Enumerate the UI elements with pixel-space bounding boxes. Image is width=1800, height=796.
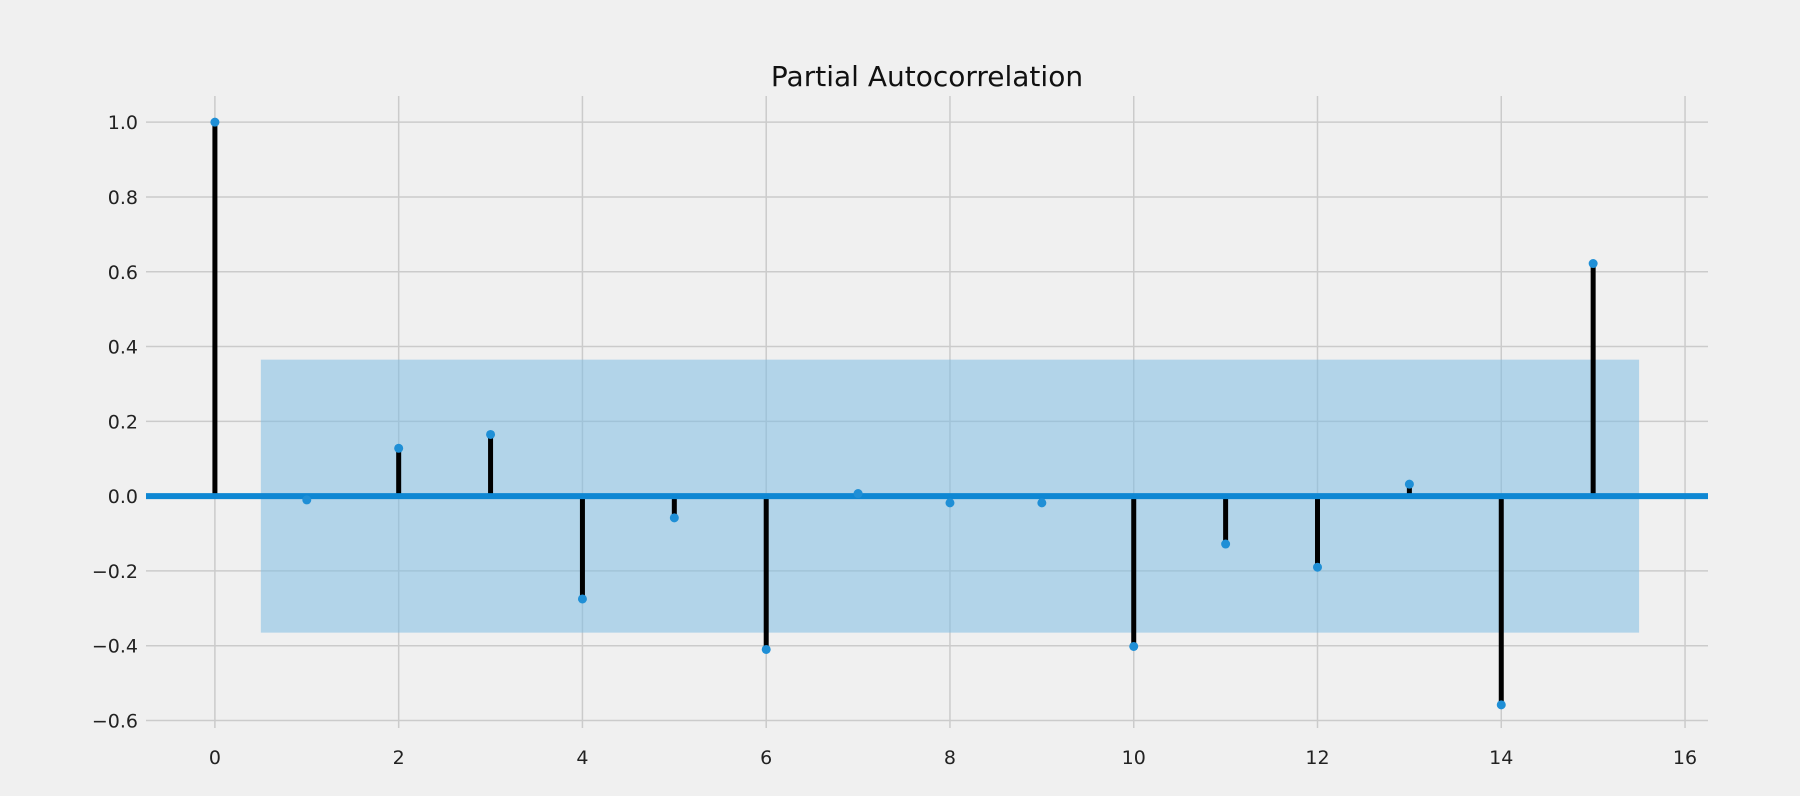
marker-layer (210, 117, 1598, 710)
x-tick-label-2: 4 (576, 747, 588, 769)
x-tick-label-6: 12 (1305, 747, 1329, 769)
x-tick-label-5: 10 (1122, 747, 1146, 769)
marker-lag-1 (302, 495, 312, 505)
y-tick-label-4: 0.2 (108, 411, 138, 433)
y-tick-label-7: 0.8 (108, 187, 138, 209)
x-tick-label-4: 8 (944, 747, 956, 769)
marker-lag-5 (669, 513, 679, 523)
x-tick-label-1: 2 (393, 747, 405, 769)
marker-lag-2 (394, 443, 404, 453)
chart-title: Partial Autocorrelation (771, 60, 1083, 93)
y-tick-label-2: −0.2 (92, 561, 138, 583)
y-tick-label-1: −0.4 (92, 636, 138, 658)
tick-label-layer: 0 2 4 6 8 10 12 14 16 −0.6 −0.4 −0.2 0.0 0.2 0.4 0.6 0.8… (92, 112, 1697, 769)
y-tick-label-6: 0.6 (108, 262, 138, 284)
marker-lag-11 (1221, 539, 1231, 549)
y-tick-label-5: 0.4 (108, 337, 138, 359)
marker-lag-8 (945, 498, 955, 508)
marker-lag-10 (1129, 641, 1139, 651)
x-tick-label-7: 14 (1489, 747, 1513, 769)
x-tick-label-0: 0 (209, 747, 221, 769)
marker-lag-13 (1404, 479, 1414, 489)
y-tick-label-8: 1.0 (108, 112, 138, 134)
y-tick-label-0: −0.6 (92, 711, 138, 733)
marker-lag-0 (210, 117, 220, 127)
y-tick-label-3: 0.0 (108, 486, 138, 508)
marker-lag-15 (1588, 259, 1598, 269)
marker-lag-4 (577, 594, 587, 604)
x-tick-label-8: 16 (1673, 747, 1697, 769)
marker-lag-9 (1037, 498, 1047, 508)
marker-lag-3 (486, 429, 496, 439)
x-tick-label-3: 6 (760, 747, 772, 769)
marker-lag-6 (761, 644, 771, 654)
marker-lag-7 (853, 489, 863, 499)
marker-lag-12 (1313, 562, 1322, 572)
marker-lag-14 (1496, 700, 1506, 710)
